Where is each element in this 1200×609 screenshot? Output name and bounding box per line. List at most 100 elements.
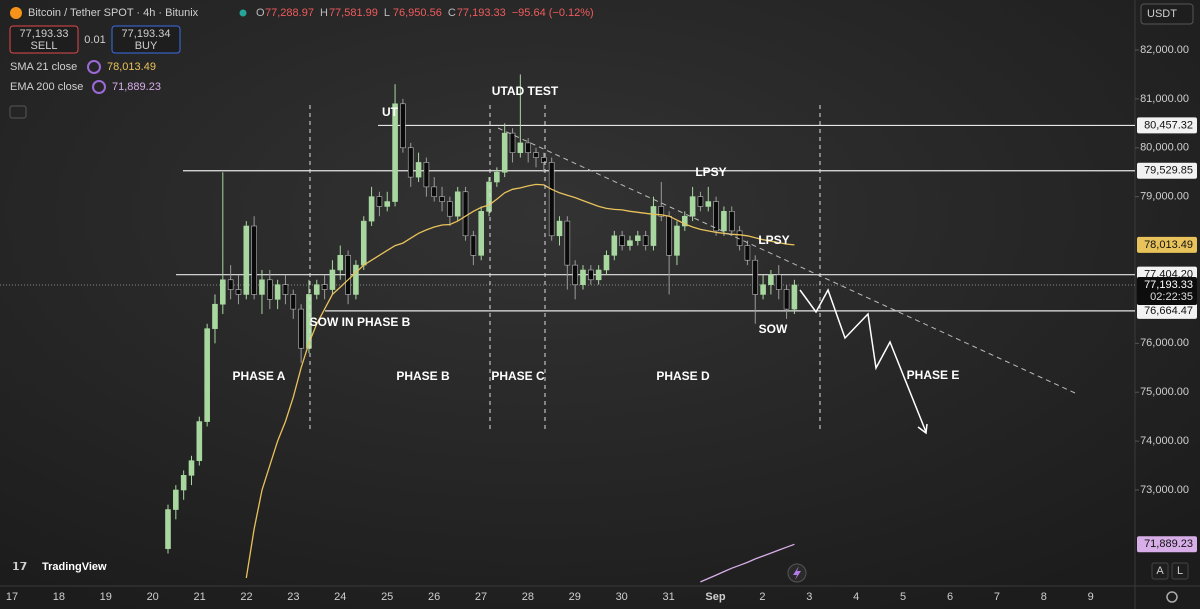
buy-label[interactable]: BUY <box>135 40 158 52</box>
candle-body <box>345 255 351 295</box>
x-tick-label: 30 <box>616 591 628 603</box>
candle-body <box>188 460 195 476</box>
candle-body <box>627 240 633 246</box>
candle-body <box>251 225 257 295</box>
candle-body <box>689 196 696 217</box>
candle-body <box>548 162 555 237</box>
candle-body <box>282 284 289 295</box>
annotation: PHASE D <box>656 369 710 383</box>
ohlc-value: 76,950.56 <box>393 7 442 19</box>
candle-body <box>376 196 383 207</box>
sell-box[interactable] <box>9 25 79 54</box>
x-tick-label: 21 <box>193 591 205 603</box>
ema-settings-icon[interactable] <box>92 80 106 94</box>
auto-scale-button[interactable] <box>1151 562 1169 580</box>
candle-body <box>337 255 344 271</box>
buy-button[interactable]: 77,193.34 BUY <box>111 25 181 54</box>
candle-body <box>306 294 312 349</box>
x-tick-label: 4 <box>853 591 859 603</box>
x-tick-label: 8 <box>1041 591 1047 603</box>
annotation: LPSY <box>695 165 726 179</box>
annotation: SOW IN PHASE B <box>310 315 411 329</box>
candle-body <box>431 186 438 197</box>
candle-body <box>791 284 798 310</box>
annotation: PHASE A <box>233 369 286 383</box>
currency[interactable]: USDT <box>1147 8 1177 20</box>
y-tick-label: 82,000.00 <box>1140 44 1189 56</box>
candle-body <box>728 211 735 232</box>
candle-body <box>783 289 790 310</box>
candle-body <box>368 196 375 222</box>
ohlc-legend: O 77,288.97 H 77,581.99 L 76,950.56 C 77,193.33… <box>256 7 594 19</box>
symbol: Bitcoin / Tether SPOT · 4h · Bitunix <box>28 7 199 19</box>
ema-price-box <box>1137 536 1197 553</box>
buy-price[interactable]: 77,193.34 <box>122 28 171 40</box>
collapse-legend[interactable] <box>9 105 27 119</box>
ema-legend[interactable]: EMA 200 close <box>10 81 83 93</box>
candle-body <box>580 269 586 285</box>
sma-legend[interactable]: SMA 21 close <box>10 61 77 73</box>
candle-body <box>400 103 406 149</box>
candle-body <box>165 509 171 549</box>
annotation: UTAD TEST <box>492 84 559 98</box>
phase-dividers <box>309 105 821 432</box>
candle-body <box>752 259 759 295</box>
candle-body <box>705 201 712 207</box>
settings-icon[interactable] <box>1166 591 1178 603</box>
sell-label[interactable]: SELL <box>31 40 58 52</box>
log-scale-label[interactable]: L <box>1177 565 1183 577</box>
candle-body <box>619 235 625 246</box>
x-tick-label: 25 <box>381 591 393 603</box>
auto-scale-label[interactable]: A <box>1156 565 1164 577</box>
sell-price[interactable]: 77,193.33 <box>20 28 69 40</box>
candle-body <box>407 147 414 178</box>
x-tick-label: 6 <box>947 591 953 603</box>
candle-body <box>478 211 485 256</box>
level-label: 79,529.85 <box>1144 165 1193 177</box>
level-label-box <box>1137 117 1197 134</box>
candle-body <box>666 215 672 256</box>
change: −95.64 (−0.12%) <box>512 7 594 19</box>
currency-button[interactable] <box>1140 3 1194 25</box>
candle-body <box>360 220 367 266</box>
candle-body <box>227 279 234 290</box>
sell-button[interactable]: 77,193.33 SELL <box>9 25 79 54</box>
x-tick-label: 18 <box>53 591 65 603</box>
log-scale-button[interactable] <box>1171 562 1189 580</box>
x-tick-label: 5 <box>900 591 906 603</box>
candle-body <box>439 196 445 202</box>
x-tick-label: Sep <box>705 591 725 603</box>
x-tick-label: 17 <box>6 591 18 603</box>
candle-body <box>220 279 226 305</box>
ema-legend-value: 71,889.23 <box>112 81 161 93</box>
candle-body <box>674 225 680 256</box>
y-tick-label: 73,000.00 <box>1140 484 1189 496</box>
candle-body <box>384 201 391 207</box>
candle-body <box>697 196 704 207</box>
market-status <box>239 9 247 17</box>
x-tick-label: 26 <box>428 591 440 603</box>
candle-body <box>454 191 461 217</box>
projection-path <box>799 288 927 433</box>
projection-arrow <box>917 423 928 435</box>
candle-body <box>196 421 203 461</box>
logo[interactable]: TradingView <box>42 561 107 573</box>
candle-body <box>595 269 602 281</box>
candle-body <box>713 201 719 232</box>
candle-body <box>415 162 422 178</box>
ohlc-key: C <box>448 7 456 19</box>
candle-body <box>423 162 430 188</box>
current-price: 77,193.33 <box>1144 279 1193 291</box>
candle-body <box>290 294 297 310</box>
candle-body <box>564 220 571 266</box>
x-tick-label: 31 <box>662 591 674 603</box>
buy-box[interactable] <box>111 25 181 54</box>
sma-settings-icon[interactable] <box>87 60 101 74</box>
x-tick-label: 27 <box>475 591 487 603</box>
candle-body <box>212 303 218 329</box>
candle-body <box>173 489 179 510</box>
level-label-box <box>1137 162 1197 179</box>
candle-body <box>588 269 594 281</box>
candle-body <box>266 279 273 300</box>
annotation: UT <box>382 105 399 119</box>
